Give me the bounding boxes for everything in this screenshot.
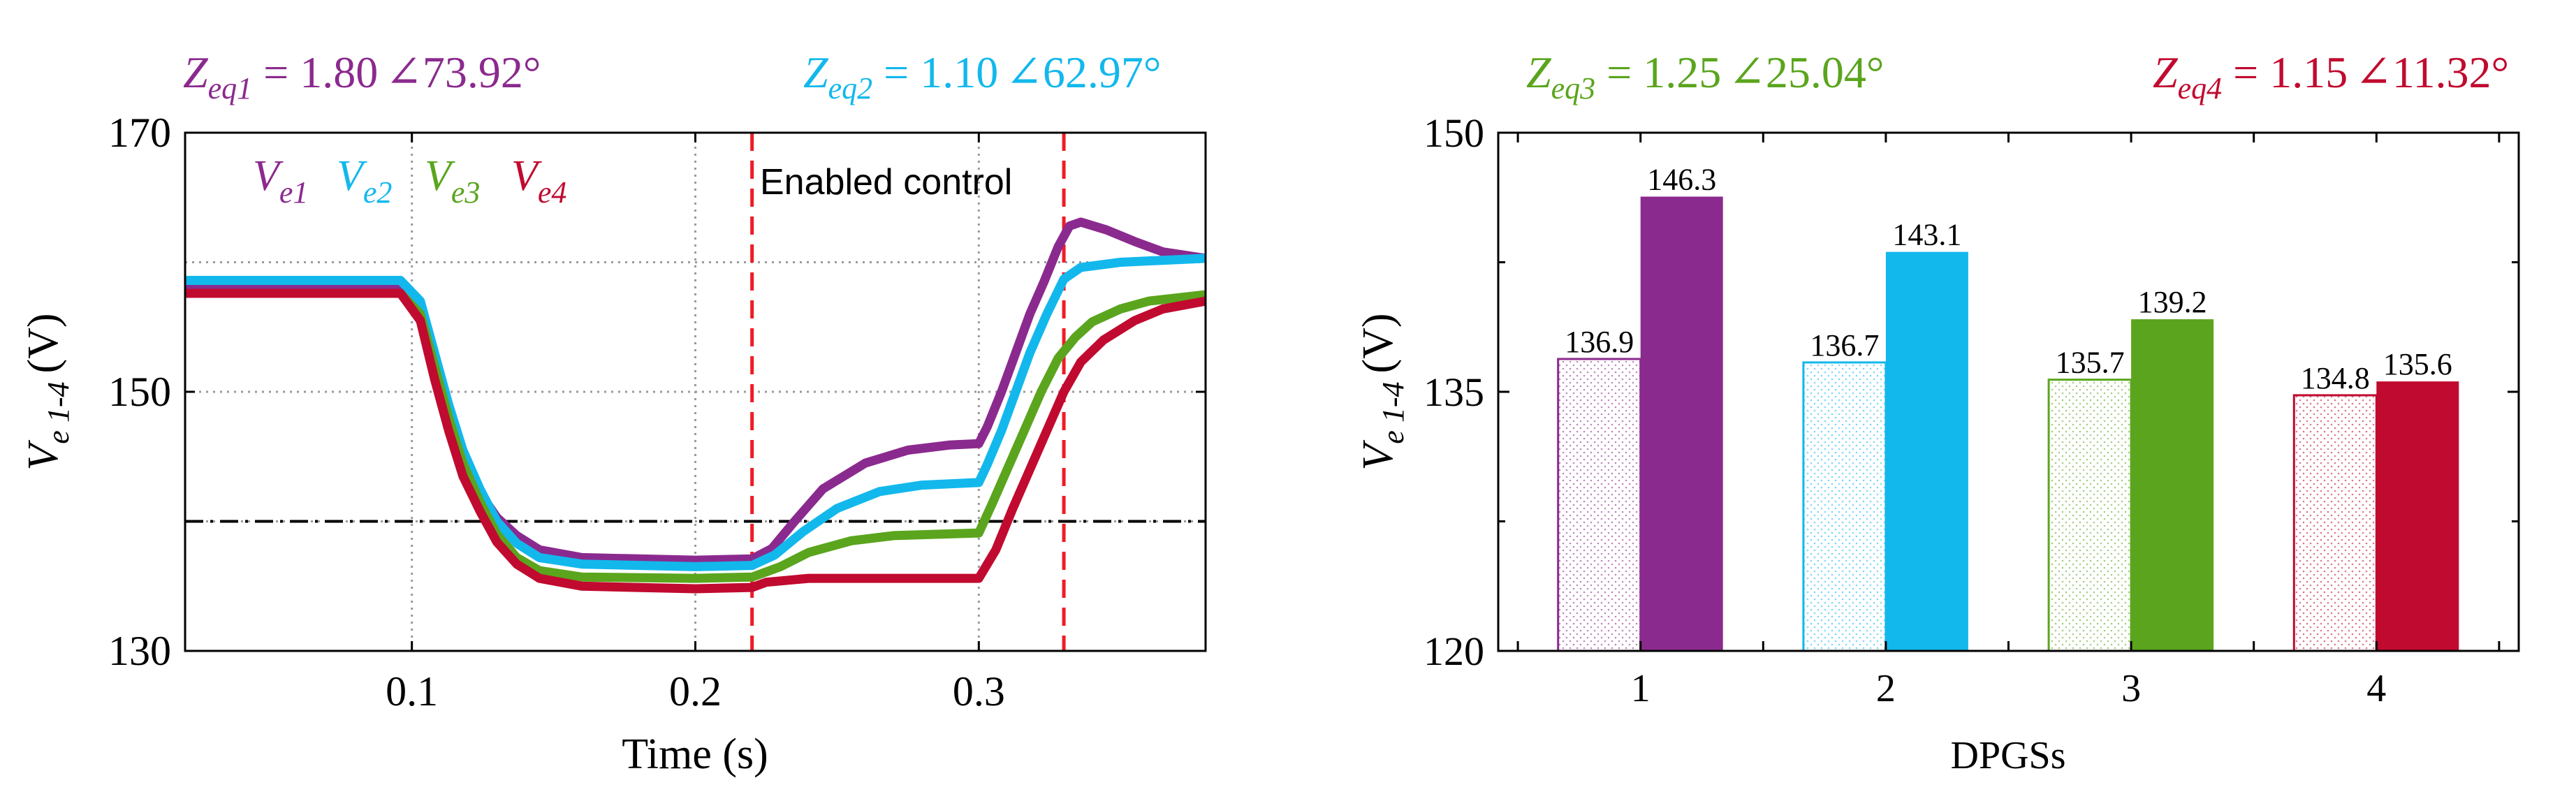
y-tick-label: 150 [1424, 110, 1484, 156]
bar-before-dpgs-3 [2047, 379, 2132, 652]
zeq4-angle: 11.32° [2392, 47, 2509, 97]
x-tick-label: 0.2 [669, 668, 722, 714]
zeq3-label: Zeq3 = 1.25 ∠25.04° [1526, 47, 1884, 105]
zeq2-value: = 1.10 [872, 47, 998, 97]
bar-value-label: 146.3 [1647, 163, 1716, 197]
x-tick-label: 0.3 [953, 668, 1005, 714]
zeq1-angle-sign: ∠ [385, 47, 423, 97]
zeq2-subscript: eq2 [828, 71, 873, 105]
y-tick-label: 120 [1424, 629, 1484, 674]
zeq4-symbol: Z [2153, 47, 2179, 97]
bar-chart-bars: 136.9 146.3 136.7 143.1 135.7 139.2 134.8 135.6 [1557, 163, 2459, 652]
zeq3-angle: 25.04° [1766, 47, 1885, 97]
zeq2-label: Zeq2 = 1.10 ∠62.97° [803, 47, 1161, 105]
line-chart-y-label: Ve 1-4(V) [20, 313, 75, 470]
bar-chart-ticks: 1 2 3 4 120 135 150 [1424, 110, 2519, 710]
line-chart: 0.1 0.2 0.3 130 150 170 Enabled control Ve1 V… [20, 110, 1207, 778]
bar-value-label: 135.7 [2056, 346, 2125, 380]
zeq1-subscript: eq1 [208, 71, 253, 105]
zeq1-symbol: Z [183, 47, 209, 97]
line-chart-annotation: Enabled control [760, 162, 1012, 203]
zeq2-symbol: Z [803, 47, 829, 97]
legend-ve1: Ve1 [253, 152, 308, 210]
category-label: 1 [1631, 667, 1651, 710]
bar-chart-y-label: Ve 1-4(V) [1354, 313, 1410, 470]
y-tick-label: 150 [108, 369, 171, 415]
zeq4-subscript: eq4 [2178, 71, 2223, 105]
y-tick-label: 135 [1424, 369, 1484, 415]
x-tick-label: 0.1 [386, 668, 438, 714]
bar-enabled-dpgs-2 [1885, 251, 1968, 651]
bar-enabled-dpgs-3 [2131, 319, 2214, 651]
bar-value-label: 139.2 [2138, 285, 2207, 319]
y-tick-label: 170 [108, 110, 171, 156]
bar-before-dpgs-2 [1802, 361, 1887, 652]
line-chart-legend: Ve1 Ve2 Ve3 Ve4 [253, 152, 566, 210]
bar-value-label: 134.8 [2301, 361, 2370, 395]
line-chart-x-label: Time (s) [622, 731, 768, 778]
zeq2-angle: 62.97° [1043, 47, 1162, 97]
zeq1-angle: 73.92° [423, 47, 541, 97]
zeq1-value: = 1.80 [252, 47, 378, 97]
line-chart-series [185, 217, 1206, 594]
zeq3-value: = 1.25 [1595, 47, 1721, 97]
zeq1-label: Zeq1 = 1.80 ∠73.92° [183, 47, 541, 105]
bar-value-label: 143.1 [1892, 218, 1961, 252]
bar-before-dpgs-1 [1557, 358, 1642, 652]
bar-enabled-dpgs-4 [2376, 381, 2459, 651]
zeq3-angle-sign: ∠ [1728, 47, 1766, 97]
y-tick-label: 130 [108, 628, 171, 674]
impedance-labels: Zeq1 = 1.80 ∠73.92° Zeq2 = 1.10 ∠62.97° Ze… [183, 47, 2509, 105]
legend-ve3: Ve3 [425, 152, 480, 210]
zeq4-angle-sign: ∠ [2355, 47, 2392, 97]
bar-value-label: 136.7 [1810, 328, 1879, 362]
category-label: 4 [2366, 667, 2386, 710]
bar-value-label: 136.9 [1565, 325, 1634, 359]
category-label: 3 [2121, 667, 2141, 710]
zeq3-symbol: Z [1526, 47, 1552, 97]
bar-value-label: 135.6 [2383, 347, 2452, 381]
legend-ve4: Ve4 [511, 152, 566, 210]
bar-chart-x-label: DPGSs [1951, 734, 2066, 777]
line-chart-ticks: 0.1 0.2 0.3 130 150 170 [108, 110, 1206, 714]
line-chart-grid [185, 131, 1206, 652]
zeq4-label: Zeq4 = 1.15 ∠11.32° [2153, 47, 2509, 105]
bar-before-dpgs-4 [2292, 394, 2378, 652]
bar-enabled-dpgs-1 [1640, 196, 1723, 652]
zeq2-angle-sign: ∠ [1005, 47, 1043, 97]
series-line-ve4 [185, 288, 1206, 594]
bar-chart: 136.9 146.3 136.7 143.1 135.7 139.2 134.8 135.6… [1354, 110, 2520, 777]
zeq3-subscript: eq3 [1551, 71, 1596, 105]
zeq4-value: = 1.15 [2222, 47, 2348, 97]
legend-ve2: Ve2 [337, 152, 392, 210]
category-label: 2 [1876, 667, 1896, 710]
